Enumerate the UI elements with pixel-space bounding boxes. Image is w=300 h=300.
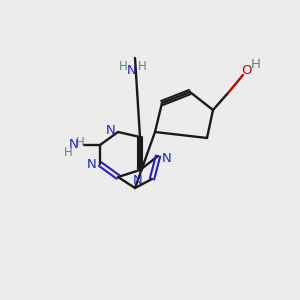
Text: O: O (242, 64, 252, 77)
Text: N: N (133, 173, 143, 187)
Text: H: H (64, 146, 72, 158)
Text: H: H (76, 136, 84, 148)
Text: N: N (127, 64, 137, 76)
Text: N: N (69, 139, 79, 152)
Text: H: H (138, 59, 146, 73)
Text: N: N (87, 158, 97, 170)
Text: H: H (251, 58, 261, 71)
Text: H: H (118, 59, 127, 73)
Text: N: N (162, 152, 172, 164)
Text: N: N (106, 124, 116, 136)
